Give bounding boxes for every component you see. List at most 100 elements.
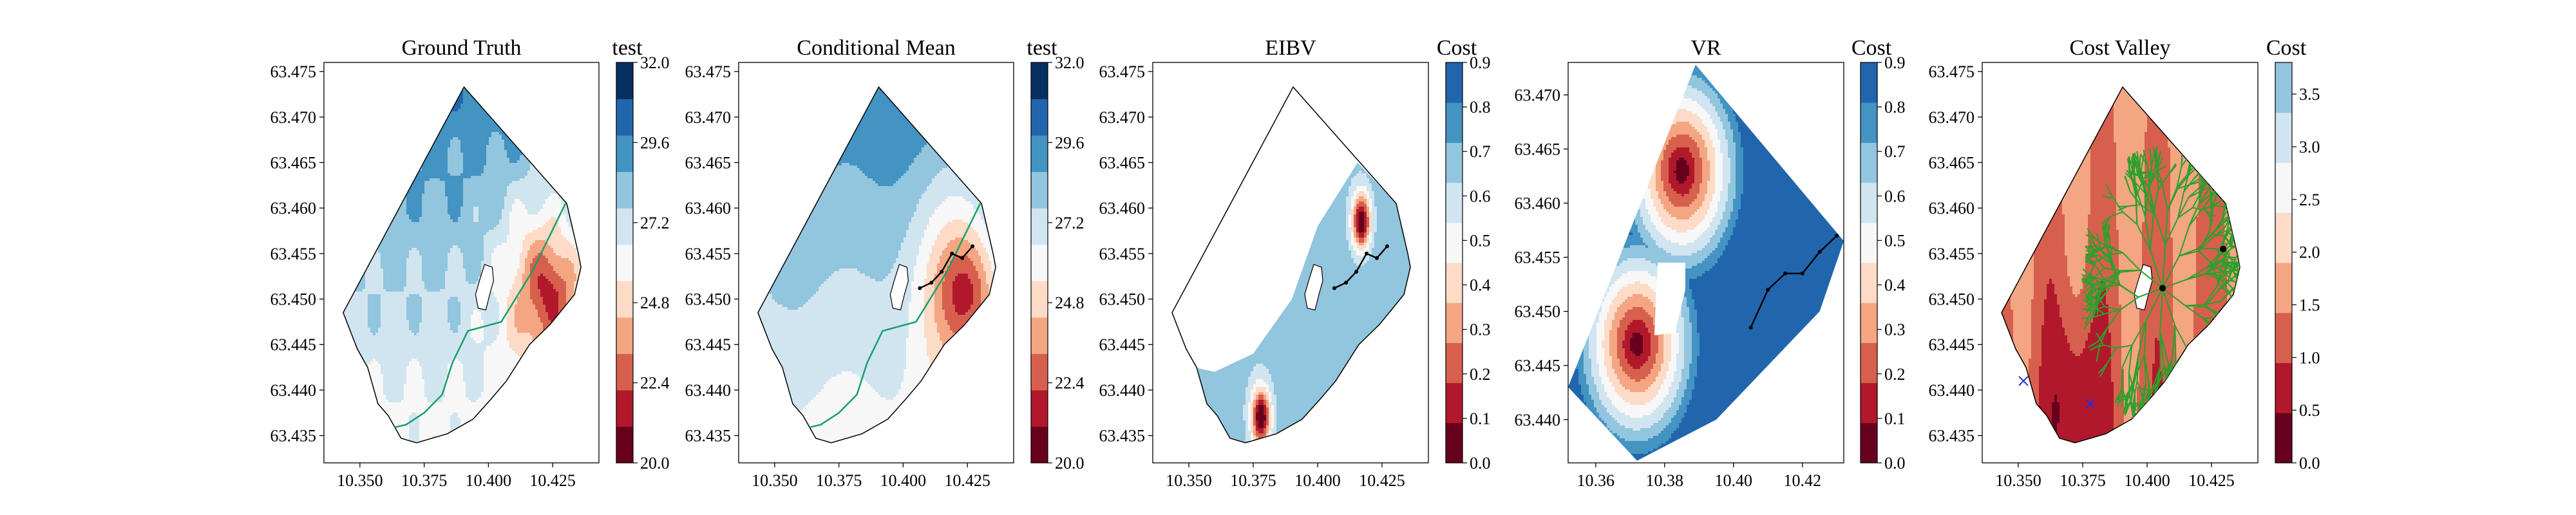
field-cell <box>530 106 533 109</box>
field-cell <box>437 65 440 68</box>
field-cell <box>450 119 453 122</box>
field-cell <box>497 165 499 168</box>
field-cell <box>574 75 576 78</box>
field-cell <box>561 88 564 91</box>
field-cell <box>442 173 445 176</box>
field-cell <box>342 158 345 160</box>
field-cell <box>404 135 406 137</box>
field-cell <box>564 119 566 122</box>
field-cell <box>373 127 375 129</box>
field-cell <box>396 101 399 104</box>
field-cell <box>466 78 468 80</box>
field-cell <box>327 147 329 150</box>
field-cell <box>399 163 401 165</box>
field-cell <box>378 153 381 155</box>
field-cell <box>476 119 478 122</box>
field-cell <box>538 111 540 114</box>
field-cell <box>427 122 430 124</box>
field-cell <box>512 111 515 114</box>
field-cell <box>445 173 448 176</box>
field-cell <box>347 127 350 129</box>
field-cell <box>355 155 357 158</box>
field-cell <box>576 150 579 153</box>
field-cell <box>502 163 504 165</box>
field-cell <box>342 75 345 78</box>
field-cell <box>422 91 424 93</box>
field-cell <box>484 101 486 104</box>
field-cell <box>512 124 515 127</box>
field-cell <box>594 83 597 86</box>
field-cell <box>525 119 527 122</box>
field-cell <box>468 73 471 75</box>
field-cell <box>594 70 597 73</box>
field-cell <box>409 93 412 96</box>
field-cell <box>373 96 375 98</box>
field-cell <box>571 129 574 132</box>
field-cell <box>589 124 592 127</box>
field-cell <box>334 109 337 111</box>
field-cell <box>478 109 481 111</box>
field-cell <box>589 140 592 142</box>
field-cell <box>494 127 497 129</box>
field-cell <box>597 142 600 145</box>
field-cell <box>522 86 525 88</box>
field-cell <box>448 91 450 93</box>
field-cell <box>424 171 427 173</box>
field-cell <box>378 137 381 140</box>
field-cell <box>368 78 370 80</box>
field-cell <box>499 65 502 68</box>
field-cell <box>427 160 430 163</box>
field-cell <box>401 70 404 73</box>
field-cell <box>422 68 424 70</box>
field-cell <box>455 155 458 158</box>
field-cell <box>489 127 491 129</box>
field-cell <box>533 140 535 142</box>
field-cell <box>481 178 484 181</box>
field-cell <box>352 86 355 88</box>
field-cell <box>589 122 592 124</box>
field-cell <box>450 65 453 68</box>
field-cell <box>556 104 558 106</box>
field-cell <box>540 101 543 104</box>
field-cell <box>383 176 386 178</box>
field-cell <box>576 145 579 147</box>
field-cell <box>502 83 504 86</box>
field-cell <box>363 75 365 78</box>
field-cell <box>424 132 427 135</box>
field-cell <box>401 65 404 68</box>
field-cell <box>486 147 489 150</box>
field-cell <box>417 109 419 111</box>
field-cell <box>471 119 473 122</box>
field-cell <box>466 122 468 124</box>
field-cell <box>476 75 478 78</box>
field-cell <box>558 165 561 168</box>
field-cell <box>406 78 409 80</box>
field-cell <box>566 158 569 160</box>
field-cell <box>584 65 587 68</box>
field-cell <box>486 171 489 173</box>
field-cell <box>453 117 455 119</box>
field-cell <box>375 96 378 98</box>
field-cell <box>450 78 453 80</box>
field-cell <box>345 124 347 127</box>
field-cell <box>587 137 589 140</box>
field-cell <box>584 163 587 165</box>
field-cell <box>378 176 381 178</box>
field-cell <box>533 127 535 129</box>
field-cell <box>517 83 520 86</box>
field-cell <box>569 114 571 117</box>
field-cell <box>507 171 509 173</box>
field-cell <box>365 173 368 176</box>
field-cell <box>334 96 337 98</box>
field-cell <box>569 91 571 93</box>
field-cell <box>476 114 478 117</box>
field-cell <box>561 114 564 117</box>
field-cell <box>355 101 357 104</box>
field-cell <box>504 111 507 114</box>
field-cell <box>453 145 455 147</box>
field-cell <box>594 150 597 153</box>
field-cell <box>553 145 556 147</box>
field-cell <box>584 106 587 109</box>
field-cell <box>564 80 566 83</box>
field-cell <box>533 158 535 160</box>
